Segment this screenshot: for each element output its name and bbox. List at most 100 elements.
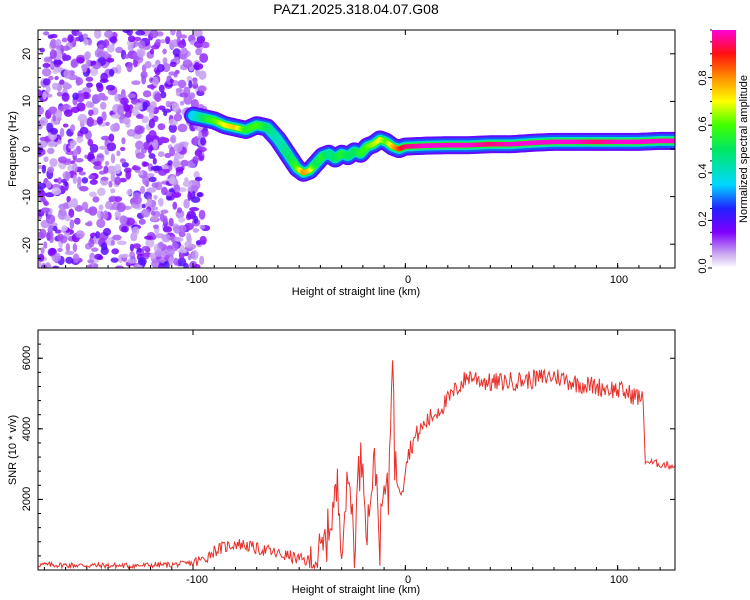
noise-blob <box>45 84 51 94</box>
noise-blob <box>158 84 165 93</box>
noise-blob <box>171 191 182 198</box>
noise-blob <box>158 197 164 207</box>
noise-blob <box>172 201 178 210</box>
noise-blob <box>104 30 114 38</box>
noise-blob <box>77 113 88 123</box>
noise-blob <box>169 146 176 157</box>
noise-blob <box>115 265 124 268</box>
noise-blob <box>98 44 104 49</box>
noise-blob <box>47 34 54 39</box>
noise-blob <box>85 76 94 82</box>
noise-blob <box>162 226 173 233</box>
noise-blob <box>116 202 126 213</box>
noise-blob <box>59 127 65 138</box>
noise-blob <box>61 52 67 62</box>
noise-blob <box>194 61 200 71</box>
noise-blob <box>61 225 68 232</box>
noise-blob <box>158 168 167 176</box>
noise-blob <box>131 226 140 236</box>
noise-blob <box>138 218 146 225</box>
noise-blob <box>91 60 97 66</box>
noise-blob <box>152 157 157 165</box>
spectrogram-panel: -100 0 100 Height of straight line (km) … <box>7 29 676 298</box>
noise-blob <box>40 207 51 214</box>
noise-blob <box>43 31 50 36</box>
noise-blob <box>192 78 198 86</box>
noise-blob <box>43 201 49 207</box>
noise-blob <box>151 182 159 188</box>
noise-blob <box>64 250 75 256</box>
noise-blob <box>178 216 186 223</box>
noise-blob <box>160 209 169 214</box>
noise-blob <box>194 176 203 182</box>
noise-blob <box>96 152 105 163</box>
noise-blob <box>98 145 108 150</box>
noise-blob <box>63 69 71 79</box>
noise-blob <box>148 176 157 183</box>
noise-blob <box>84 221 93 227</box>
noise-blob <box>177 79 187 89</box>
noise-blob <box>171 102 180 113</box>
noise-blob <box>126 62 133 73</box>
noise-blob <box>179 34 188 39</box>
noise-blob <box>106 44 115 53</box>
noise-blob <box>116 150 121 157</box>
noise-blob <box>47 166 55 174</box>
noise-blob <box>110 114 121 119</box>
noise-blob <box>93 161 102 166</box>
top-xtick-label: 0 <box>405 274 411 286</box>
top-ytick-label: -10 <box>21 189 33 205</box>
noise-blob <box>132 243 141 249</box>
noise-blob <box>108 133 115 143</box>
noise-blob <box>88 191 97 198</box>
noise-blob <box>96 218 106 229</box>
noise-blob <box>148 111 155 119</box>
noise-blob <box>146 198 152 206</box>
snr-series-line <box>38 360 675 570</box>
noise-blob <box>73 218 81 224</box>
noise-blob <box>195 48 202 56</box>
noise-blob <box>111 248 120 255</box>
noise-blob <box>159 39 166 44</box>
noise-blob <box>54 76 59 81</box>
noise-blob <box>197 85 207 93</box>
colorbar-gradient <box>712 30 736 268</box>
noise-blob <box>97 187 106 196</box>
noise-blob <box>46 122 54 133</box>
noise-blob <box>102 210 109 220</box>
noise-blob <box>154 249 163 257</box>
noise-blob <box>114 93 120 102</box>
noise-blob <box>154 92 162 103</box>
noise-blob <box>163 111 168 117</box>
noise-blob <box>90 247 99 252</box>
noise-blob <box>89 179 98 185</box>
noise-blob <box>63 181 69 187</box>
noise-blob <box>192 156 199 165</box>
noise-blob <box>193 171 200 179</box>
noise-blob <box>98 204 104 211</box>
noise-blob <box>70 60 78 69</box>
noise-blob <box>110 153 116 164</box>
noise-blob <box>153 194 158 200</box>
noise-blob <box>101 242 108 251</box>
noise-blob <box>142 90 152 98</box>
noise-blob <box>129 243 134 252</box>
noise-blob <box>69 140 77 147</box>
noise-blob <box>177 257 187 267</box>
noise-blob <box>105 160 110 166</box>
noise-blob <box>169 61 177 68</box>
noise-blob <box>85 101 93 108</box>
noise-blob <box>66 195 71 203</box>
noise-blob <box>167 160 173 166</box>
noise-blob <box>168 188 176 193</box>
noise-blob <box>137 257 147 266</box>
noise-blob <box>144 235 154 240</box>
noise-blob <box>188 92 196 100</box>
noise-blob <box>99 95 109 101</box>
noise-blob <box>66 158 72 163</box>
noise-blob <box>38 259 42 268</box>
noise-blob <box>103 165 109 174</box>
noise-blob <box>180 47 188 55</box>
noise-blob <box>192 228 199 233</box>
bottom-x-axis-label: Height of straight line (km) <box>292 584 420 596</box>
